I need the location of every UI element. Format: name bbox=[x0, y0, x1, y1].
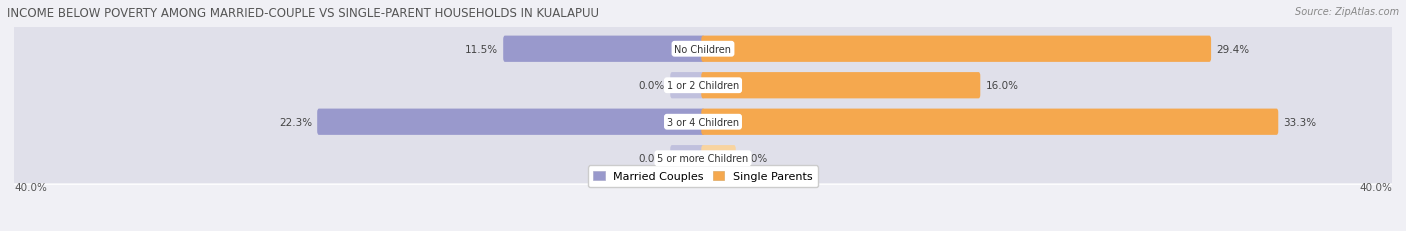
Text: 16.0%: 16.0% bbox=[986, 81, 1018, 91]
FancyBboxPatch shape bbox=[8, 61, 1398, 111]
Text: INCOME BELOW POVERTY AMONG MARRIED-COUPLE VS SINGLE-PARENT HOUSEHOLDS IN KUALAPU: INCOME BELOW POVERTY AMONG MARRIED-COUPL… bbox=[7, 7, 599, 20]
FancyBboxPatch shape bbox=[4, 23, 1402, 76]
Text: 22.3%: 22.3% bbox=[278, 117, 312, 127]
FancyBboxPatch shape bbox=[503, 36, 704, 63]
Text: No Children: No Children bbox=[675, 45, 731, 55]
Text: 3 or 4 Children: 3 or 4 Children bbox=[666, 117, 740, 127]
FancyBboxPatch shape bbox=[318, 109, 704, 135]
Text: 0.0%: 0.0% bbox=[741, 154, 768, 164]
Text: 29.4%: 29.4% bbox=[1216, 45, 1250, 55]
Text: 1 or 2 Children: 1 or 2 Children bbox=[666, 81, 740, 91]
FancyBboxPatch shape bbox=[671, 146, 704, 172]
Text: Source: ZipAtlas.com: Source: ZipAtlas.com bbox=[1295, 7, 1399, 17]
Text: 5 or more Children: 5 or more Children bbox=[658, 154, 748, 164]
Text: 0.0%: 0.0% bbox=[638, 154, 665, 164]
Legend: Married Couples, Single Parents: Married Couples, Single Parents bbox=[588, 166, 818, 187]
FancyBboxPatch shape bbox=[4, 132, 1402, 185]
FancyBboxPatch shape bbox=[8, 134, 1398, 184]
FancyBboxPatch shape bbox=[4, 96, 1402, 149]
Text: 0.0%: 0.0% bbox=[638, 81, 665, 91]
Text: 11.5%: 11.5% bbox=[465, 45, 498, 55]
FancyBboxPatch shape bbox=[4, 59, 1402, 112]
FancyBboxPatch shape bbox=[702, 36, 1211, 63]
FancyBboxPatch shape bbox=[702, 146, 735, 172]
Text: 40.0%: 40.0% bbox=[14, 183, 46, 193]
FancyBboxPatch shape bbox=[671, 73, 704, 99]
FancyBboxPatch shape bbox=[8, 97, 1398, 147]
Text: 33.3%: 33.3% bbox=[1284, 117, 1316, 127]
FancyBboxPatch shape bbox=[702, 73, 980, 99]
Text: 40.0%: 40.0% bbox=[1360, 183, 1392, 193]
FancyBboxPatch shape bbox=[8, 24, 1398, 75]
FancyBboxPatch shape bbox=[702, 109, 1278, 135]
